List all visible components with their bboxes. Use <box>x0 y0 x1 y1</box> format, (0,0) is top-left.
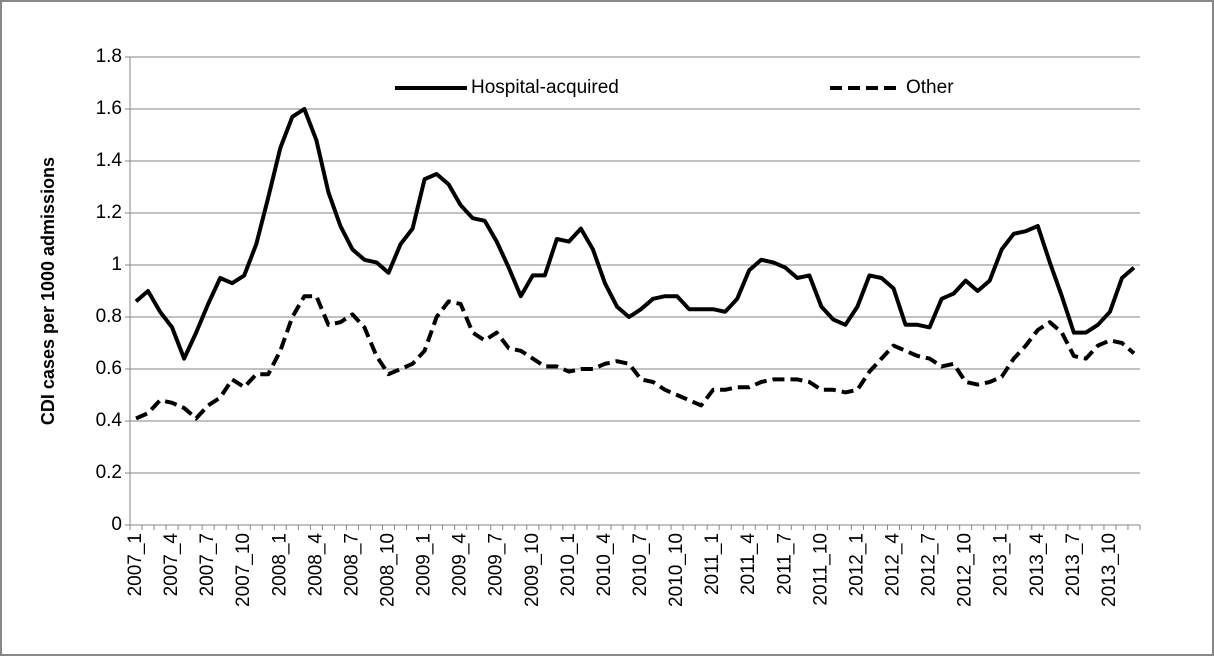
x-tick-label: 2011_1 <box>702 533 723 595</box>
x-tick-label: 2010_10 <box>666 533 687 607</box>
x-tick-label: 2012_7 <box>919 533 940 596</box>
line-series <box>135 294 1136 421</box>
x-tick-label: 2009_10 <box>522 533 543 607</box>
y-tick-label: 1.4 <box>96 150 123 171</box>
y-tick-label: 0.8 <box>96 306 122 327</box>
x-tick-label: 2007_10 <box>233 533 254 607</box>
x-tick-label: 2009_4 <box>450 533 471 597</box>
x-tick-label: 2008_10 <box>378 533 399 607</box>
x-tick-label: 2007_1 <box>125 533 146 596</box>
x-tick-label: 2013_1 <box>991 533 1012 596</box>
legend-label: Other <box>906 77 954 98</box>
x-tick-label: 2011_10 <box>810 533 831 606</box>
y-tick-label: 1 <box>111 254 122 275</box>
x-tick-label: 2009_1 <box>414 533 435 596</box>
x-tick-label: 2013_4 <box>1027 533 1048 597</box>
line-series <box>134 107 1136 361</box>
x-tick-label: 2010_4 <box>594 533 615 597</box>
x-tick-label: 2012_4 <box>883 533 904 597</box>
y-tick-label: 0.6 <box>96 358 122 379</box>
x-tick-label: 2011_7 <box>774 533 795 595</box>
y-tick-label: 0 <box>111 514 122 535</box>
y-tick-label: 1.6 <box>96 98 122 119</box>
x-tick-label: 2008_4 <box>305 533 326 597</box>
x-tick-label: 2009_7 <box>486 533 507 596</box>
y-axis-title: CDI cases per 1000 admissions <box>38 157 58 425</box>
x-tick-label: 2012_10 <box>955 533 976 607</box>
y-tick-label: 0.2 <box>96 462 122 483</box>
x-tick-label: 2008_1 <box>269 533 290 596</box>
x-tick-label: 2013_7 <box>1063 533 1084 596</box>
x-tick-label: 2007_4 <box>161 533 182 597</box>
x-tick-label: 2010_7 <box>630 533 651 596</box>
legend-label: Hospital-acquired <box>471 77 619 98</box>
x-tick-label: 2007_7 <box>197 533 218 596</box>
x-tick-label: 2013_10 <box>1099 533 1120 607</box>
y-tick-label: 0.4 <box>96 410 123 431</box>
y-tick-label: 1.8 <box>96 46 122 67</box>
x-tick-label: 2012_1 <box>846 533 867 596</box>
x-tick-label: 2010_1 <box>558 533 579 596</box>
x-tick-label: 2008_7 <box>341 533 362 596</box>
y-tick-label: 1.2 <box>96 202 122 223</box>
x-tick-label: 2011_4 <box>738 533 759 595</box>
